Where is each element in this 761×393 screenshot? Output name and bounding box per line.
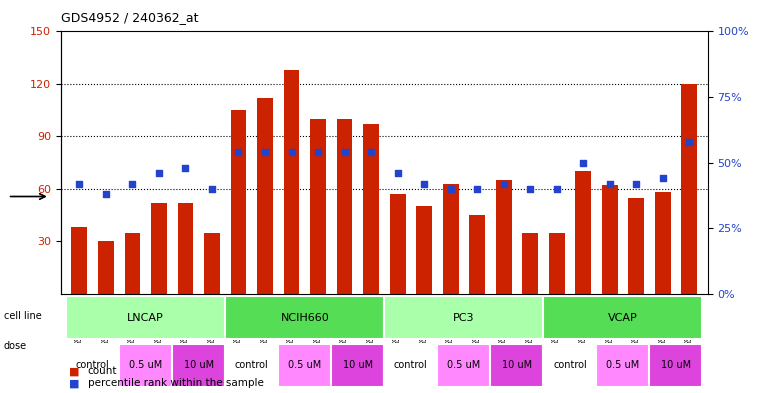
Text: LNCAP: LNCAP: [127, 312, 164, 323]
Point: [285, 149, 298, 155]
Text: control: control: [553, 360, 587, 370]
FancyBboxPatch shape: [225, 344, 279, 387]
Point: [630, 180, 642, 187]
Bar: [522, 233, 538, 294]
Point: [498, 180, 510, 187]
FancyBboxPatch shape: [438, 344, 490, 387]
Point: [418, 180, 430, 187]
Point: [444, 185, 457, 192]
Bar: [231, 110, 247, 294]
FancyBboxPatch shape: [66, 344, 119, 387]
Bar: [654, 192, 670, 294]
Text: 0.5 uM: 0.5 uM: [288, 360, 321, 370]
Bar: [310, 119, 326, 294]
Bar: [416, 206, 432, 294]
Point: [232, 149, 244, 155]
Point: [391, 170, 403, 176]
Text: 0.5 uM: 0.5 uM: [447, 360, 480, 370]
Text: control: control: [235, 360, 269, 370]
Point: [603, 180, 616, 187]
Text: 10 uM: 10 uM: [501, 360, 532, 370]
FancyBboxPatch shape: [384, 296, 543, 339]
Bar: [575, 171, 591, 294]
FancyBboxPatch shape: [331, 344, 384, 387]
Point: [206, 185, 218, 192]
Point: [126, 180, 139, 187]
Text: ■: ■: [68, 366, 79, 376]
Bar: [469, 215, 485, 294]
Bar: [681, 84, 697, 294]
Point: [550, 185, 562, 192]
Point: [365, 149, 377, 155]
FancyBboxPatch shape: [543, 344, 597, 387]
Bar: [177, 203, 193, 294]
FancyBboxPatch shape: [172, 344, 225, 387]
FancyBboxPatch shape: [384, 344, 438, 387]
Point: [73, 180, 85, 187]
Text: dose: dose: [4, 341, 27, 351]
Text: ■: ■: [68, 378, 79, 388]
Bar: [125, 233, 141, 294]
Bar: [549, 233, 565, 294]
Bar: [390, 194, 406, 294]
Text: GDS4952 / 240362_at: GDS4952 / 240362_at: [61, 11, 199, 24]
Bar: [363, 124, 379, 294]
Bar: [257, 98, 273, 294]
Text: control: control: [394, 360, 428, 370]
Bar: [602, 185, 618, 294]
FancyBboxPatch shape: [490, 344, 543, 387]
Point: [471, 185, 483, 192]
FancyBboxPatch shape: [66, 296, 225, 339]
FancyBboxPatch shape: [119, 344, 172, 387]
Text: control: control: [76, 360, 110, 370]
Bar: [443, 184, 459, 294]
FancyBboxPatch shape: [279, 344, 331, 387]
Bar: [204, 233, 220, 294]
Bar: [628, 198, 644, 294]
Point: [153, 170, 165, 176]
Bar: [72, 227, 88, 294]
Point: [657, 175, 669, 182]
Point: [180, 165, 192, 171]
Point: [100, 191, 112, 197]
Text: PC3: PC3: [453, 312, 475, 323]
FancyBboxPatch shape: [649, 344, 702, 387]
Text: 10 uM: 10 uM: [661, 360, 691, 370]
FancyBboxPatch shape: [543, 296, 702, 339]
Text: NCIH660: NCIH660: [280, 312, 330, 323]
Point: [577, 160, 589, 166]
Point: [312, 149, 324, 155]
FancyBboxPatch shape: [597, 344, 649, 387]
Point: [259, 149, 271, 155]
Text: 10 uM: 10 uM: [342, 360, 373, 370]
Text: 0.5 uM: 0.5 uM: [607, 360, 639, 370]
Bar: [336, 119, 352, 294]
Point: [339, 149, 351, 155]
Text: 0.5 uM: 0.5 uM: [129, 360, 162, 370]
Text: VCAP: VCAP: [608, 312, 638, 323]
Bar: [151, 203, 167, 294]
Text: 10 uM: 10 uM: [183, 360, 214, 370]
Bar: [284, 70, 300, 294]
Text: percentile rank within the sample: percentile rank within the sample: [88, 378, 263, 388]
Bar: [98, 241, 114, 294]
Text: cell line: cell line: [4, 311, 42, 321]
Text: count: count: [88, 366, 117, 376]
Bar: [495, 180, 511, 294]
Point: [524, 185, 537, 192]
Point: [683, 138, 696, 145]
FancyBboxPatch shape: [225, 296, 384, 339]
